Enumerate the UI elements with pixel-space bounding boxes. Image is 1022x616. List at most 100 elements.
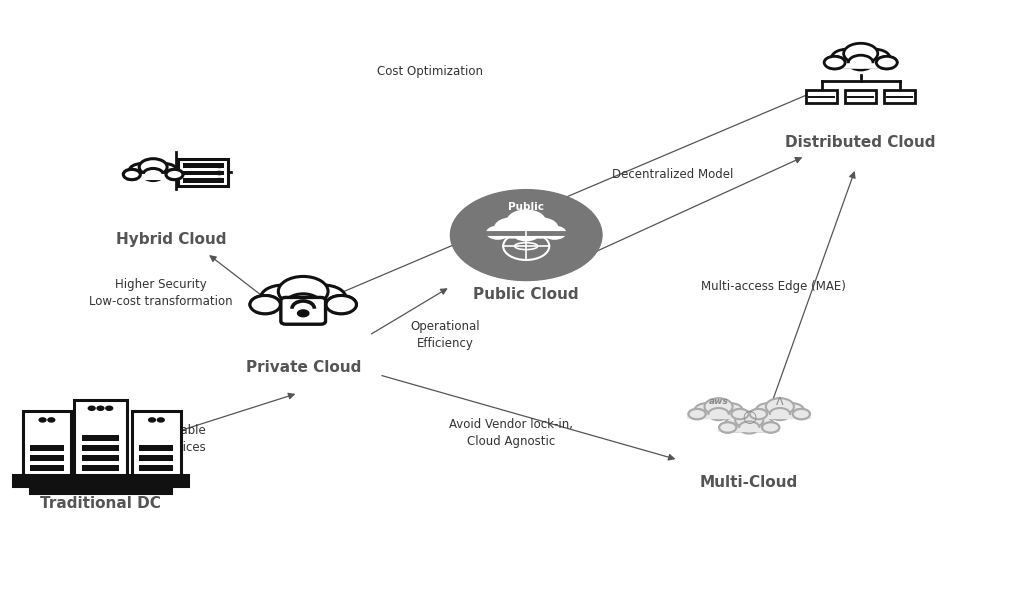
- FancyBboxPatch shape: [183, 163, 224, 168]
- Circle shape: [48, 418, 55, 422]
- Circle shape: [97, 406, 104, 410]
- Circle shape: [770, 408, 790, 420]
- Circle shape: [860, 49, 890, 67]
- Circle shape: [166, 169, 183, 180]
- Circle shape: [301, 285, 346, 312]
- Circle shape: [543, 225, 566, 240]
- Circle shape: [250, 296, 280, 314]
- Circle shape: [106, 406, 112, 410]
- Circle shape: [278, 277, 328, 306]
- Text: Scalable
Services: Scalable Services: [156, 424, 206, 453]
- Circle shape: [876, 56, 897, 69]
- Circle shape: [157, 418, 165, 422]
- FancyBboxPatch shape: [281, 298, 326, 324]
- FancyBboxPatch shape: [183, 171, 224, 176]
- Circle shape: [143, 168, 164, 180]
- Text: Public: Public: [508, 201, 544, 212]
- Circle shape: [523, 217, 558, 238]
- FancyBboxPatch shape: [845, 90, 876, 103]
- FancyBboxPatch shape: [13, 476, 188, 485]
- Circle shape: [297, 310, 309, 317]
- Text: Hybrid Cloud: Hybrid Cloud: [117, 232, 227, 247]
- Circle shape: [824, 56, 845, 69]
- Circle shape: [831, 49, 862, 67]
- FancyBboxPatch shape: [82, 455, 120, 461]
- Circle shape: [250, 296, 280, 314]
- Circle shape: [793, 409, 809, 419]
- Text: Multi-Cloud: Multi-Cloud: [700, 475, 798, 490]
- Circle shape: [824, 56, 845, 69]
- Text: aws: aws: [708, 397, 729, 406]
- FancyBboxPatch shape: [74, 400, 127, 476]
- Text: Private Cloud: Private Cloud: [245, 360, 361, 375]
- FancyBboxPatch shape: [139, 445, 174, 451]
- Circle shape: [494, 217, 529, 238]
- Circle shape: [124, 169, 140, 180]
- Circle shape: [451, 190, 602, 280]
- FancyBboxPatch shape: [183, 177, 224, 182]
- Circle shape: [124, 169, 140, 180]
- Circle shape: [486, 225, 510, 240]
- Circle shape: [512, 224, 541, 241]
- Text: Higher Security
Low-cost transformation: Higher Security Low-cost transformation: [90, 278, 233, 308]
- Circle shape: [748, 416, 774, 431]
- Circle shape: [129, 164, 154, 179]
- Circle shape: [717, 403, 743, 418]
- Circle shape: [732, 409, 748, 419]
- Circle shape: [451, 190, 602, 280]
- Circle shape: [719, 423, 736, 432]
- Circle shape: [762, 423, 779, 432]
- Circle shape: [39, 418, 46, 422]
- Circle shape: [88, 406, 95, 410]
- Circle shape: [739, 421, 759, 434]
- Circle shape: [148, 418, 155, 422]
- Circle shape: [261, 285, 305, 312]
- Text: ◯: ◯: [742, 411, 756, 424]
- Text: Multi-access Edge (MAE): Multi-access Edge (MAE): [701, 280, 845, 293]
- FancyBboxPatch shape: [884, 90, 915, 103]
- Text: Cost Optimization: Cost Optimization: [377, 65, 483, 78]
- Text: Distributed Cloud: Distributed Cloud: [786, 135, 936, 150]
- Circle shape: [704, 398, 733, 415]
- FancyBboxPatch shape: [82, 435, 120, 441]
- FancyBboxPatch shape: [178, 158, 229, 186]
- FancyBboxPatch shape: [31, 487, 171, 493]
- Text: Decentralized Model: Decentralized Model: [612, 168, 734, 181]
- Text: Public Cloud: Public Cloud: [473, 286, 579, 302]
- FancyBboxPatch shape: [30, 445, 64, 451]
- Circle shape: [166, 169, 183, 180]
- Circle shape: [217, 179, 222, 182]
- Circle shape: [139, 159, 168, 176]
- Circle shape: [326, 296, 357, 314]
- Circle shape: [779, 403, 804, 418]
- FancyBboxPatch shape: [139, 455, 174, 461]
- Circle shape: [708, 408, 729, 420]
- Circle shape: [719, 423, 736, 432]
- FancyBboxPatch shape: [30, 455, 64, 461]
- Text: Traditional DC: Traditional DC: [40, 496, 160, 511]
- Circle shape: [217, 164, 222, 168]
- FancyBboxPatch shape: [30, 464, 64, 471]
- Circle shape: [217, 171, 222, 175]
- Circle shape: [152, 164, 177, 179]
- Circle shape: [732, 409, 748, 419]
- Circle shape: [689, 409, 705, 419]
- Circle shape: [326, 296, 357, 314]
- Circle shape: [725, 416, 750, 431]
- Circle shape: [765, 398, 794, 415]
- Circle shape: [843, 43, 878, 63]
- Circle shape: [762, 423, 779, 432]
- FancyBboxPatch shape: [806, 90, 837, 103]
- Text: Λ: Λ: [776, 397, 784, 407]
- Text: Operational
Efficiency: Operational Efficiency: [410, 320, 480, 351]
- FancyBboxPatch shape: [132, 411, 181, 476]
- Circle shape: [694, 403, 719, 418]
- Circle shape: [689, 409, 705, 419]
- Circle shape: [735, 411, 763, 428]
- FancyBboxPatch shape: [139, 464, 174, 471]
- Circle shape: [876, 56, 897, 69]
- Circle shape: [507, 209, 546, 233]
- Circle shape: [793, 409, 809, 419]
- FancyBboxPatch shape: [22, 411, 72, 476]
- Circle shape: [750, 409, 766, 419]
